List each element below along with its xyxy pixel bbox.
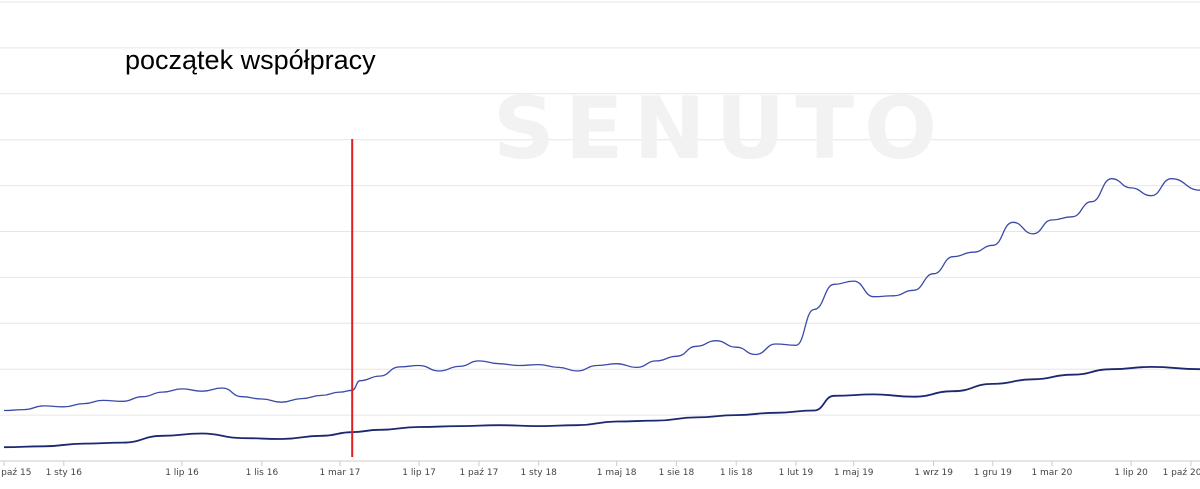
x-tick-label: 1 mar 17 [319, 468, 360, 478]
x-tick-label: 1 paź 20 [1163, 468, 1200, 478]
x-tick-label: 1 paź 17 [459, 468, 498, 478]
x-tick-label: 1 lip 20 [1114, 468, 1148, 478]
x-tick-label: 1 lis 16 [246, 468, 279, 478]
x-tick-label: 1 sty 16 [46, 468, 83, 478]
x-tick-label: 1 gru 19 [974, 468, 1012, 478]
series-line-2 [3, 366, 1200, 449]
series-layer [3, 178, 1200, 449]
x-axis-ticks: 1 paź 15 1 sty 16 1 lip 16 1 lis 16 1 mar 17… [0, 461, 1200, 478]
series-line-1 [3, 178, 1200, 412]
watermark-text: SENUTO [493, 79, 947, 179]
x-tick-label: 1 lut 19 [779, 468, 814, 478]
x-tick-label: 1 sie 18 [659, 468, 695, 478]
x-tick-label: 1 lip 17 [402, 468, 436, 478]
grid-lines [0, 1, 1200, 416]
x-tick-label: 1 wrz 19 [914, 468, 953, 478]
x-tick-label: 1 lip 16 [165, 468, 199, 478]
x-tick-label: 1 maj 18 [597, 468, 637, 478]
x-tick-label: 1 lis 18 [720, 468, 753, 478]
x-tick-label: 1 paź 15 [0, 468, 31, 478]
x-tick-label: 1 mar 20 [1031, 468, 1072, 478]
x-tick-label: 1 sty 18 [520, 468, 557, 478]
annotation-label: początek współpracy [125, 45, 376, 75]
x-tick-label: 1 maj 19 [834, 468, 874, 478]
